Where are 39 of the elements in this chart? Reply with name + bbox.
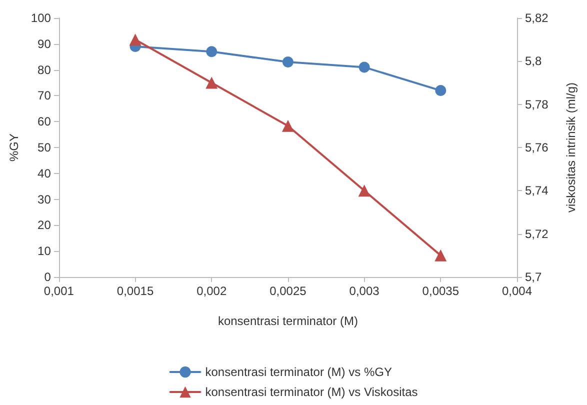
x-axis-title: konsentrasi terminator (M) [218,314,358,328]
y-tick-label: 20 [38,218,52,232]
y-tick-label: 40 [38,166,52,180]
point [435,85,446,96]
legend-label: konsentrasi terminator (M) vs %GY [205,365,392,379]
point [282,120,294,132]
x-tick-label: 0,002 [196,284,227,298]
y2-tick-label: 5,8 [525,54,542,68]
x-tick-label: 0,0015 [116,284,154,298]
point [129,34,142,46]
y2-axis-title: viskositas intrinsik (ml/g) [564,82,578,213]
y2-tick-label: 5,82 [525,11,549,25]
x-tick-label: 0,001 [44,284,74,298]
y2-tick-label: 5,72 [525,226,549,241]
point [434,249,447,262]
y-tick-label: 100 [30,11,52,25]
y2-tick-label: 5,78 [525,97,549,112]
y-tick-label: 70 [38,88,52,103]
point [358,184,370,197]
y-tick-label: 10 [38,244,52,258]
y-tick-label: 90 [38,36,52,51]
x-tick-label: 0,0035 [422,284,460,298]
y-tick-label: 80 [38,62,52,77]
y-axis-title: %GY [7,133,21,162]
y2-tick-label: 5,74 [525,184,549,198]
point [358,62,370,73]
x-tick-label: 0,0025 [270,284,307,298]
point [206,46,218,58]
y-tick-label: 30 [38,192,52,206]
x-tick-label: 0,003 [349,284,380,298]
legend-label: konsentrasi terminator (M) vs Viskositas [205,385,418,399]
point [206,76,218,89]
point [282,56,294,68]
y2-tick-label: 5,7 [525,270,542,284]
y2-tick-label: 5,76 [525,140,549,154]
y-tick-label: 60 [38,114,52,129]
y-tick-label: 0 [44,270,52,284]
x-tick-label: 0,004 [502,284,532,298]
y-tick-label: 50 [38,140,52,154]
